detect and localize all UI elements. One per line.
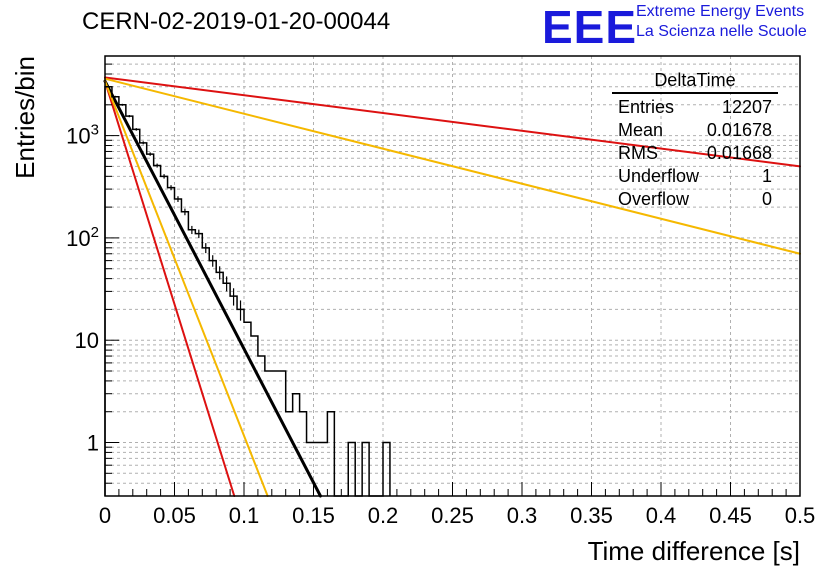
x-tick-label: 0.35 [570, 503, 613, 528]
x-tick-label: 0.1 [229, 503, 260, 528]
stat-row-underflow: Underflow 1 [612, 165, 778, 188]
curve-red-steep [104, 80, 236, 497]
x-tick-label: 0 [99, 503, 111, 528]
fit-curves [103, 76, 801, 498]
y-tick-label: 102 [66, 224, 99, 251]
axis-ticks [104, 55, 801, 497]
stat-value: 1 [761, 166, 772, 186]
x-tick-label: 0.15 [292, 503, 335, 528]
stat-row-overflow: Overflow 0 [612, 188, 778, 211]
y-tick-label: 103 [66, 122, 99, 149]
stat-row-mean: Mean 0.01678 [612, 119, 778, 142]
curve-red-shallow [104, 76, 801, 168]
y-axis-label: Entries/bin [10, 56, 40, 179]
stat-label: Entries [618, 97, 675, 117]
curve-yellow-shallow [104, 77, 801, 255]
x-tick-label: 0.3 [507, 503, 538, 528]
x-tick-label: 0.4 [646, 503, 677, 528]
stat-label: Underflow [618, 166, 700, 186]
x-tick-label: 0.5 [785, 503, 816, 528]
grid-lines [105, 55, 800, 497]
stat-label: RMS [618, 143, 658, 163]
stat-row-entries: Entries 12207 [612, 96, 778, 119]
curve-yellow-steep [104, 80, 269, 497]
x-tick-label: 0.45 [709, 503, 752, 528]
stat-value: 0.01668 [706, 143, 772, 163]
stat-value: 12207 [721, 97, 772, 117]
stat-row-rms: RMS 0.01668 [612, 142, 778, 165]
run-title: CERN-02-2019-01-20-00044 [82, 8, 391, 35]
y-tick-label: 1 [87, 431, 99, 456]
eee-logo-line1: Extreme Energy Events [636, 3, 805, 20]
stat-value: 0.01678 [706, 120, 772, 140]
stats-box: DeltaTime Entries 12207 Mean 0.01678 RMS… [612, 70, 778, 211]
eee-logo: EEE [542, 1, 638, 53]
eee-logo-line2: La Scienza nelle Scuole [636, 23, 807, 40]
y-tick-label: 10 [75, 328, 99, 353]
x-tick-label: 0.25 [431, 503, 474, 528]
stat-label: Overflow [618, 189, 690, 209]
x-axis-label: Time difference [s] [588, 536, 800, 566]
stat-value: 0 [761, 189, 772, 209]
stat-label: Mean [618, 120, 664, 140]
x-tick-label: 0.2 [368, 503, 399, 528]
stats-title: DeltaTime [612, 70, 778, 94]
curve-fit [103, 79, 322, 498]
x-tick-label: 0.05 [153, 503, 196, 528]
tick-labels: 0 0.05 0.1 0.15 0.2 0.25 0.3 0.35 0.4 0.45 0.51101… [66, 122, 815, 528]
